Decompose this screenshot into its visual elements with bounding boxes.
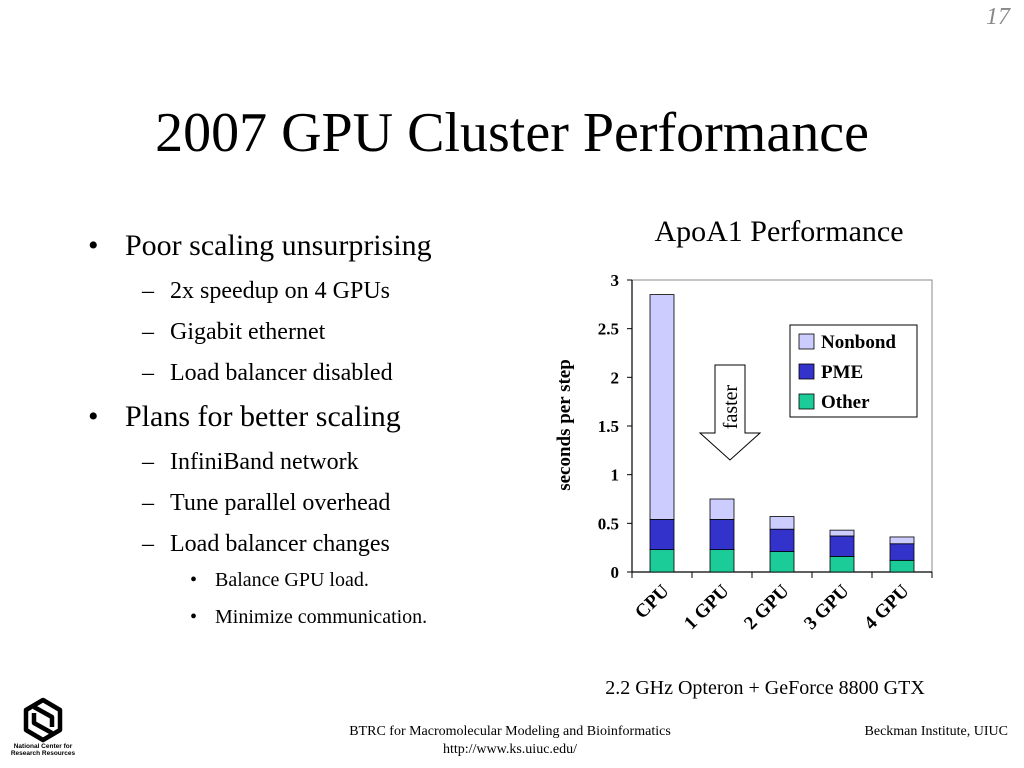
sub-bullet-item: – Gigabit ethernet [88,317,558,347]
legend-swatch [798,333,815,350]
bar-segment [829,556,855,573]
plot-area: 0 0.5 1 1.5 2 2.5 3 CPU 1 GPU 2 GPU 3 GPU 4 GPU Nonb… [598,271,933,634]
bar-segment [709,549,735,573]
bar-segment [889,536,915,545]
bullet-item: • Plans for better scaling [88,399,558,435]
bar-segment [889,559,915,573]
ncrr-logo: National Center for Research Resources [8,697,78,761]
footer-url: http://www.ks.uiuc.edu/ [442,742,578,757]
sub-bullet-item: – Load balancer changes [88,529,558,559]
sub-sub-bullet-text: Minimize communication. [215,606,428,628]
bullet-text: Poor scaling unsurprising [125,229,432,262]
sub-sub-bullet-text: Balance GPU load. [215,569,369,591]
chart-caption: 2.2 GHz Opteron + GeForce 8800 GTX [605,677,925,699]
sub-bullet-item: – Tune parallel overhead [88,488,558,518]
bar-segment [769,551,795,573]
sub-bullet-text: Load balancer changes [170,531,390,557]
logo-text-line: Research Resources [10,750,76,757]
footer-center: BTRC for Macromolecular Modeling and Bio… [280,723,740,759]
bullet-text: Plans for better scaling [125,400,401,433]
dash-icon: – [142,278,154,304]
legend-swatch [798,363,815,380]
slide-title: 2007 GPU Cluster Performance [155,102,869,164]
logo-text-line: National Center for [13,743,73,750]
y-tick-label: 2.5 [598,320,619,339]
x-tick-label: 3 GPU [800,580,853,633]
sub-sub-bullet-item: • Balance GPU load. [88,567,558,593]
sub-bullet-text: Load balancer disabled [170,360,393,386]
sub-bullet-item: – InfiniBand network [88,447,558,477]
legend-swatch [798,393,815,410]
dash-icon: – [142,319,154,345]
sub-bullet-item: –2x speedup on 4 GPUs [88,276,558,306]
legend-label: Other [821,392,870,413]
y-tick-label: 0 [611,563,620,582]
bullet-dot-icon: • [88,229,99,262]
dash-icon: – [142,531,154,557]
sub-bullet-item: – Load balancer disabled [88,358,558,388]
x-tick-label: 4 GPU [860,580,913,633]
bar-segment [769,516,795,530]
sub-sub-bullet-item: • Minimize communication. [88,604,558,630]
bar-segment [829,535,855,557]
bar-segment [649,294,675,520]
y-axis-label: seconds per step [554,359,575,491]
bullet-item: • Poor scaling unsurprising [88,228,558,264]
footer-institute: Beckman Institute, UIUC [864,724,1008,739]
y-tick-label: 0.5 [598,514,619,533]
dash-icon: – [142,449,154,475]
bar-segment [889,543,915,561]
dash-icon: – [142,360,154,386]
sub-bullet-text: InfiniBand network [170,449,359,475]
chart-title: ApoA1 Performance [654,215,904,248]
stacked-bar-chart: 0 0.5 1 1.5 2 2.5 3 CPU 1 GPU 2 GPU 3 GPU 4 GPU Nonb… [554,271,933,634]
bar-segment [709,498,735,520]
bullet-dot-icon: • [88,400,99,433]
y-tick-label: 3 [611,271,620,290]
footer-org: BTRC for Macromolecular Modeling and Bio… [349,724,671,739]
logo-text: National Center for Research Resources [8,743,78,757]
sub-bullet-text: Gigabit ethernet [170,319,326,345]
bar-segment [649,519,675,551]
bullet-list: • Poor scaling unsurprising –2x speedup o… [88,228,558,641]
y-tick-label: 2 [611,368,620,387]
x-tick-label: 1 GPU [680,580,733,633]
dash-icon: – [142,490,154,516]
sub-bullet-text: Tune parallel overhead [170,490,391,516]
y-tick-label: 1.5 [598,417,619,436]
x-tick-label: 2 GPU [740,580,793,633]
down-arrow-icon [698,364,762,461]
x-tick-label: CPU [631,580,674,623]
sub-bullet-text: 2x speedup on 4 GPUs [170,278,390,304]
ncrr-logo-icon [23,697,63,743]
y-tick-label: 1 [611,466,620,485]
bar-segment [829,529,855,537]
bullet-dot-icon: • [190,606,198,628]
bar-segment [709,519,735,551]
legend-label: PME [821,362,863,383]
legend-label: Nonbond [821,332,896,353]
bar-segment [769,528,795,552]
faster-annotation-label: faster [720,384,742,429]
bullet-dot-icon: • [190,569,198,591]
bar-segment [649,549,675,573]
slide-number: 17 [986,4,1010,30]
